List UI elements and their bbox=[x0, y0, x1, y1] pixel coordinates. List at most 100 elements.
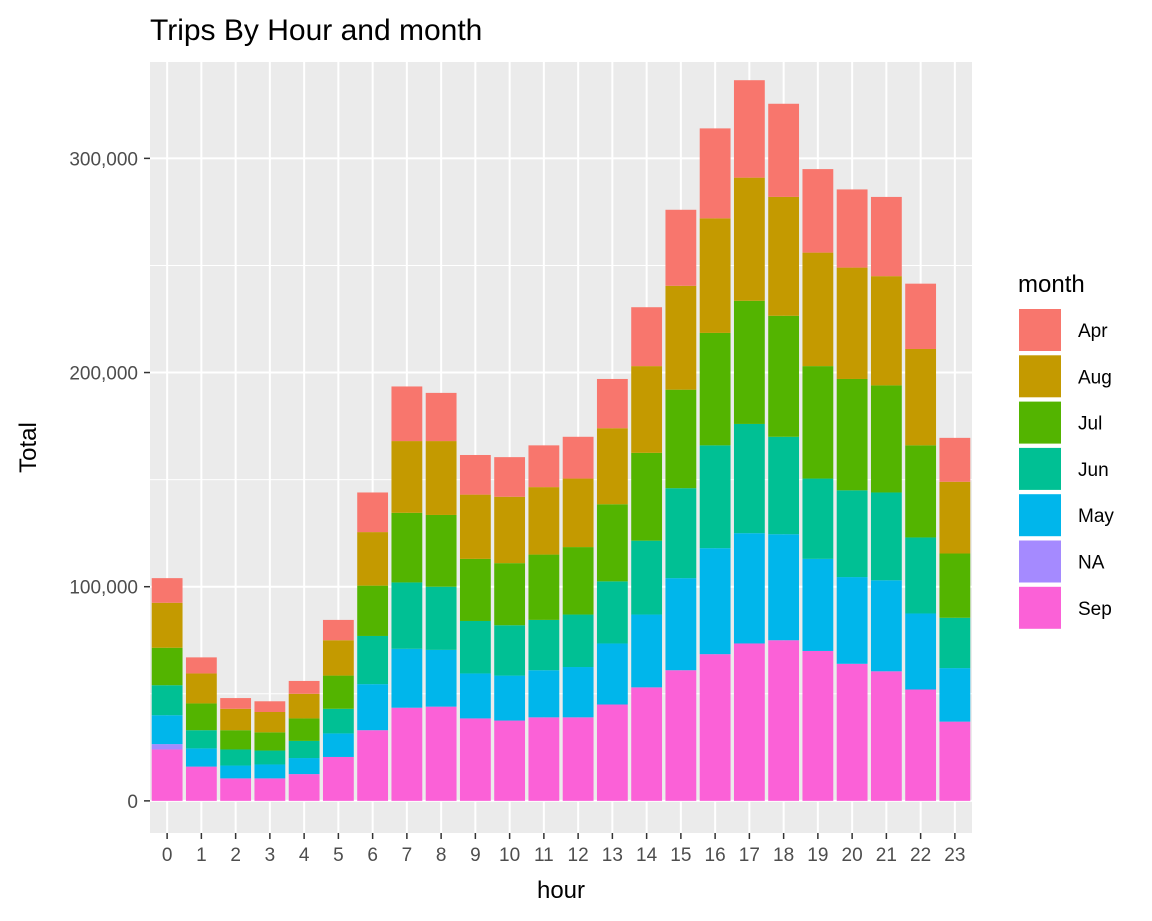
bar-segment-jun-hour-22 bbox=[905, 537, 937, 614]
bar-segment-jun-hour-19 bbox=[802, 478, 834, 559]
bar-segment-sep-hour-8 bbox=[425, 706, 457, 801]
bar-segment-aug-hour-13 bbox=[596, 428, 628, 505]
x-tick-label: 9 bbox=[470, 845, 481, 866]
bar-segment-apr-hour-20 bbox=[836, 189, 868, 268]
legend-key-sep bbox=[1017, 584, 1063, 631]
bar-segment-jun-hour-18 bbox=[768, 436, 800, 535]
bar-segment-sep-hour-6 bbox=[357, 730, 389, 801]
bar-segment-aug-hour-9 bbox=[459, 494, 491, 559]
bar-segment-may-hour-20 bbox=[836, 577, 868, 664]
bar-segment-may-hour-14 bbox=[631, 614, 663, 688]
bar-segment-sep-hour-5 bbox=[322, 756, 354, 801]
legend-label-jul: Jul bbox=[1078, 414, 1102, 435]
bar-segment-sep-hour-14 bbox=[631, 687, 663, 801]
bar-segment-sep-hour-13 bbox=[596, 704, 628, 801]
legend-label-jun: Jun bbox=[1078, 460, 1109, 481]
x-tick-label: 2 bbox=[230, 845, 241, 866]
bar-segment-may-hour-8 bbox=[425, 649, 457, 707]
bar-segment-jun-hour-11 bbox=[528, 619, 560, 671]
bar-segment-apr-hour-11 bbox=[528, 445, 560, 488]
bar-segment-aug-hour-8 bbox=[425, 441, 457, 515]
bar-segment-jul-hour-13 bbox=[596, 504, 628, 582]
y-axis: 0 100,000 200,000 300,000 bbox=[69, 149, 150, 813]
x-tick-label: 0 bbox=[162, 845, 173, 866]
bar-segment-sep-hour-9 bbox=[459, 718, 491, 801]
bar-segment-aug-hour-16 bbox=[699, 218, 731, 333]
bar-segment-aug-hour-17 bbox=[733, 177, 765, 301]
bar-segment-apr-hour-14 bbox=[631, 307, 663, 367]
bar-segment-aug-hour-19 bbox=[802, 252, 834, 367]
bar-segment-jun-hour-0 bbox=[151, 685, 183, 716]
bar-segment-sep-hour-2 bbox=[220, 778, 252, 801]
bar-segment-apr-hour-1 bbox=[185, 657, 217, 674]
x-tick-label: 13 bbox=[602, 845, 623, 866]
legend-key-aug bbox=[1017, 353, 1063, 400]
bar-segment-may-hour-18 bbox=[768, 534, 800, 641]
x-tick-label: 22 bbox=[910, 845, 931, 866]
bar-segment-may-hour-21 bbox=[870, 580, 902, 672]
bar-segment-aug-hour-10 bbox=[494, 496, 526, 564]
bar-segment-apr-hour-4 bbox=[288, 680, 320, 694]
bar-segment-sep-hour-17 bbox=[733, 643, 765, 801]
x-tick-label: 8 bbox=[436, 845, 447, 866]
x-tick-label: 1 bbox=[196, 845, 207, 866]
bar-segment-may-hour-17 bbox=[733, 533, 765, 644]
bar-segment-apr-hour-13 bbox=[596, 378, 628, 429]
bar-segment-jul-hour-0 bbox=[151, 647, 183, 686]
bar-segment-apr-hour-2 bbox=[220, 698, 252, 709]
x-tick-label: 5 bbox=[333, 845, 344, 866]
bar-segment-sep-hour-15 bbox=[665, 670, 697, 801]
bar-segment-jun-hour-4 bbox=[288, 740, 320, 759]
bar-segment-may-hour-11 bbox=[528, 670, 560, 718]
x-tick-label: 12 bbox=[568, 845, 589, 866]
y-tick-label: 200,000 bbox=[69, 364, 138, 385]
bar-segment-may-hour-7 bbox=[391, 648, 423, 708]
bar-segment-jul-hour-2 bbox=[220, 730, 252, 750]
legend-label-sep: Sep bbox=[1078, 599, 1112, 620]
bar-segment-jun-hour-1 bbox=[185, 730, 217, 749]
bar-segment-may-hour-9 bbox=[459, 673, 491, 719]
bar-segment-jul-hour-15 bbox=[665, 389, 697, 489]
legend-label-apr: Apr bbox=[1078, 321, 1108, 342]
legend-key-jul bbox=[1017, 399, 1063, 446]
legend-label-may: May bbox=[1078, 506, 1114, 527]
bar-segment-jul-hour-9 bbox=[459, 558, 491, 621]
bar-segment-jul-hour-21 bbox=[870, 385, 902, 493]
bar-segment-jun-hour-7 bbox=[391, 582, 423, 649]
x-tick-label: 11 bbox=[534, 845, 554, 866]
bar-segment-may-hour-5 bbox=[322, 733, 354, 757]
bar-segment-aug-hour-23 bbox=[939, 481, 971, 554]
x-tick-label: 17 bbox=[739, 845, 760, 866]
bar-segment-jul-hour-8 bbox=[425, 514, 457, 587]
bar-segment-sep-hour-1 bbox=[185, 766, 217, 801]
plot-panel bbox=[150, 62, 972, 833]
bar-segment-apr-hour-15 bbox=[665, 209, 697, 286]
bar-segment-aug-hour-12 bbox=[562, 478, 594, 548]
bar-segment-aug-hour-5 bbox=[322, 640, 354, 676]
bar-segment-sep-hour-0 bbox=[151, 749, 183, 801]
bar-segment-jun-hour-9 bbox=[459, 620, 491, 674]
bar-segment-apr-hour-7 bbox=[391, 386, 423, 442]
x-tick-label: 15 bbox=[670, 845, 691, 866]
bar-segment-apr-hour-6 bbox=[357, 492, 389, 533]
bar-segment-jul-hour-12 bbox=[562, 547, 594, 615]
bar-segment-jul-hour-7 bbox=[391, 512, 423, 583]
x-axis: 0 1 2 3 4 5 6 7 8 9 10 11 12 13 14 15 16 17 18 19 20 21 22 23 bbox=[162, 833, 965, 866]
bar-segment-apr-hour-12 bbox=[562, 436, 594, 479]
legend-key-na bbox=[1017, 538, 1063, 585]
bar-segment-jun-hour-16 bbox=[699, 445, 731, 549]
bar-segment-jun-hour-10 bbox=[494, 625, 526, 676]
bar-segment-apr-hour-19 bbox=[802, 169, 834, 253]
bar-segment-may-hour-4 bbox=[288, 758, 320, 775]
legend-key-apr bbox=[1017, 307, 1063, 353]
bar-segment-sep-hour-18 bbox=[768, 640, 800, 801]
bar-segment-jun-hour-2 bbox=[220, 749, 252, 766]
legend-label-na: NA bbox=[1078, 553, 1105, 574]
bar-segment-jun-hour-8 bbox=[425, 586, 457, 650]
x-tick-label: 18 bbox=[773, 845, 794, 866]
bar-segment-jun-hour-17 bbox=[733, 423, 765, 534]
bar-segment-jul-hour-10 bbox=[494, 563, 526, 626]
bar-segment-jul-hour-3 bbox=[254, 732, 286, 751]
bar-segment-aug-hour-1 bbox=[185, 673, 217, 704]
